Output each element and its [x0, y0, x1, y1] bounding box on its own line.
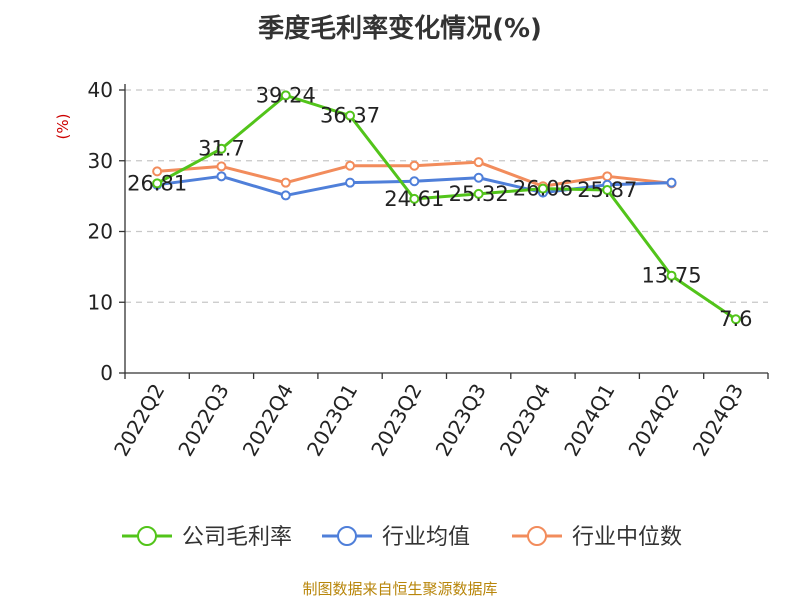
legend-marker — [337, 526, 357, 546]
x-tick-label: 2022Q2 — [109, 380, 169, 461]
x-tick-label: 2023Q2 — [366, 380, 426, 461]
data-point — [216, 171, 227, 182]
legend-item: 行业中位数 — [512, 525, 682, 550]
data-point — [666, 177, 677, 188]
y-tick-label: 20 — [88, 220, 113, 244]
data-point — [345, 177, 356, 188]
y-tick-label: 30 — [88, 149, 113, 173]
data-label: 25.32 — [449, 182, 509, 206]
data-point — [216, 143, 227, 154]
data-label: 26.06 — [513, 177, 573, 201]
y-tick-label: 40 — [88, 78, 113, 102]
data-point — [473, 172, 484, 183]
chart-title: 季度毛利率变化情况(%) — [258, 14, 542, 44]
data-label: 39.24 — [256, 83, 316, 107]
y-tick-label: 0 — [100, 361, 113, 385]
legend-item: 公司毛利率 — [122, 525, 292, 550]
data-label: 36.37 — [320, 104, 380, 128]
x-tick-label: 2023Q3 — [431, 380, 491, 461]
data-point — [152, 166, 163, 177]
x-tick-label: 2022Q4 — [238, 380, 298, 461]
data-point — [730, 314, 741, 325]
data-point — [345, 110, 356, 121]
legend-marker — [527, 526, 547, 546]
legend-label: 行业均值 — [382, 525, 470, 550]
data-point — [666, 270, 677, 281]
legend-marker — [137, 526, 157, 546]
data-point — [409, 160, 420, 171]
data-point — [280, 190, 291, 201]
legend-label: 行业中位数 — [572, 525, 682, 550]
data-label: 13.75 — [641, 264, 701, 288]
x-tick-label: 2022Q3 — [173, 380, 233, 461]
data-label: 25.87 — [577, 178, 637, 202]
data-label: 26.81 — [127, 171, 187, 195]
data-point — [473, 157, 484, 168]
y-tick-label: 10 — [88, 290, 113, 314]
data-point — [216, 161, 227, 172]
x-tick-label: 2023Q1 — [302, 380, 362, 461]
x-tick-label: 2023Q4 — [495, 380, 555, 461]
data-label: 24.61 — [384, 187, 444, 211]
data-point — [280, 90, 291, 101]
data-point — [345, 160, 356, 171]
legend-item: 行业均值 — [322, 525, 470, 550]
data-point — [409, 176, 420, 187]
data-point — [473, 188, 484, 199]
x-tick-label: 2024Q3 — [688, 380, 748, 461]
legend-label: 公司毛利率 — [182, 525, 292, 550]
x-tick-label: 2024Q1 — [559, 380, 619, 461]
source-note: 制图数据来自恒生聚源数据库 — [302, 580, 498, 598]
y-axis-label: (%) — [54, 114, 72, 140]
series-line — [156, 93, 737, 321]
data-label: 7.6 — [719, 307, 752, 331]
data-point — [409, 193, 420, 204]
x-tick-label: 2024Q2 — [623, 380, 683, 461]
data-point — [280, 177, 291, 188]
data-point — [152, 178, 163, 189]
data-point — [602, 184, 613, 195]
data-point — [537, 183, 548, 194]
data-label: 31.7 — [198, 137, 245, 161]
